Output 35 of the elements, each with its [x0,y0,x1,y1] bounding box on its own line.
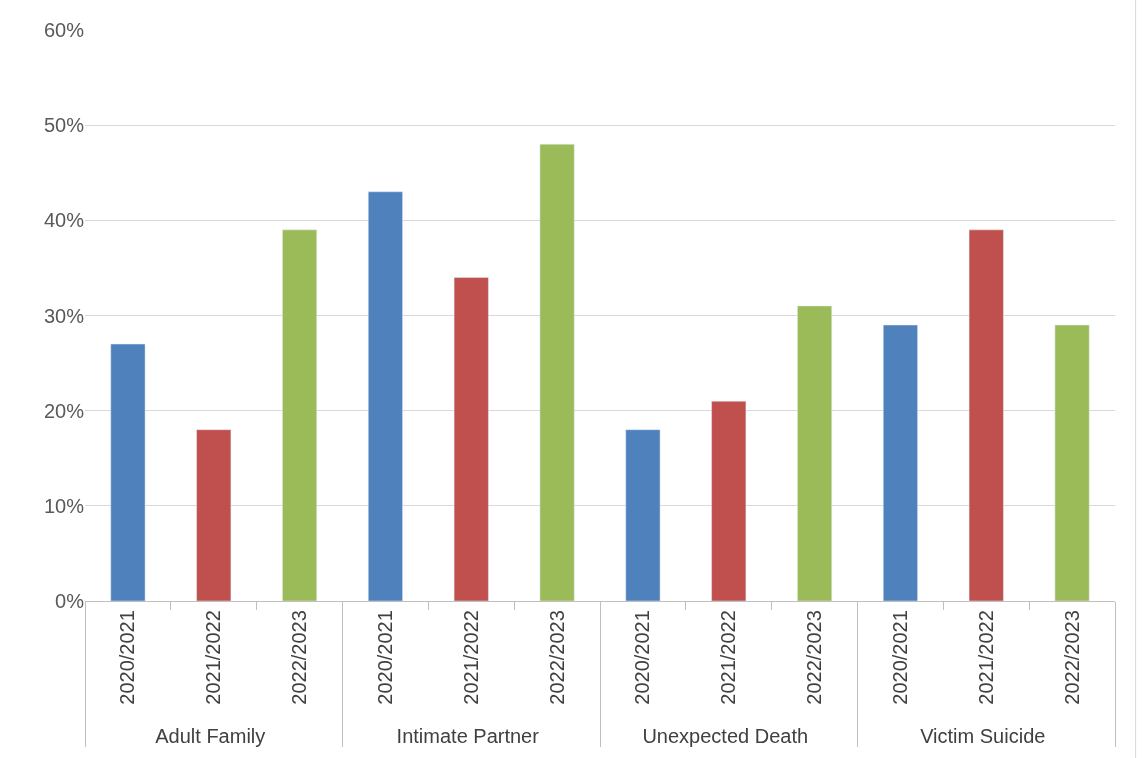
text: 2021/2022 [974,610,997,705]
y-tick-label: 10% [43,494,85,517]
text: 2021/2022 [459,610,482,705]
text: 2021/2022 [202,610,225,705]
bar [711,400,747,601]
text: 2021/2022 [717,610,740,705]
text: 2020/2021 [888,610,911,705]
bar [368,191,403,601]
text: 2022/2023 [288,610,311,705]
bar [196,429,232,601]
bar [968,229,1004,601]
bar [883,324,918,601]
x-tick-label: Unexpected Death [642,724,809,747]
bar [539,143,575,601]
bar [1054,324,1090,601]
y-tick-label: 50% [43,114,85,137]
text: 2022/2023 [1060,610,1083,705]
y-tick-label: 40% [43,209,85,232]
y-tick-label: 0% [55,590,85,612]
text: 2022/2023 [803,610,826,705]
text: 2020/2021 [631,610,654,705]
bar [797,305,832,601]
bar [282,229,317,601]
x-tick-label: Adult Family [155,724,266,747]
bar [110,343,146,601]
y-tick-label: 60% [43,19,85,41]
text: 2020/2021 [116,610,139,705]
y-tick-label: 20% [43,399,85,422]
text: 2022/2023 [545,610,568,705]
bar [625,429,661,601]
bar [453,277,489,601]
x-tick-label: Intimate Partner [396,724,540,747]
text: 2020/2021 [373,610,396,705]
x-tick-label: Victim Suicide [920,724,1046,747]
y-tick-label: 30% [43,304,85,327]
